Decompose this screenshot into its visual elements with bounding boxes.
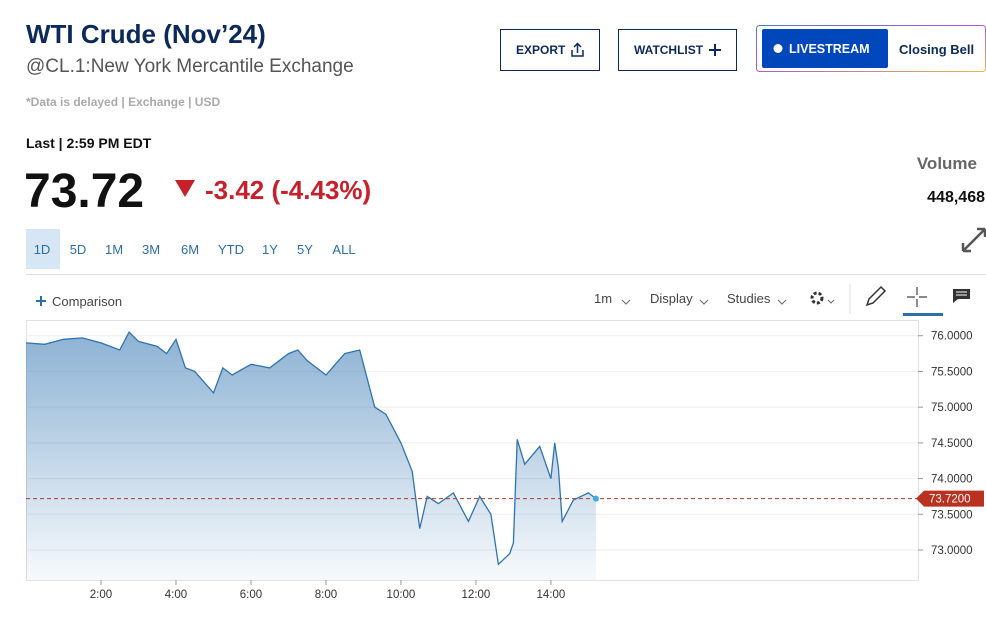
- range-tab[interactable]: 1Y: [262, 242, 278, 257]
- button-frame: [762, 29, 888, 68]
- button-label: LIVESTREAM: [789, 42, 870, 56]
- range-tab[interactable]: 6M: [181, 242, 199, 257]
- price-line: [25, 331, 597, 566]
- interval[interactable]: 1m: [594, 291, 612, 306]
- range-selected: [26, 229, 60, 269]
- chevron: [621, 299, 631, 305]
- last-price-label: 73.7200: [929, 494, 971, 506]
- y-tick-label: 76.0000: [931, 331, 973, 343]
- x-tick-label: 6:00: [240, 589, 262, 601]
- comment-lines: [956, 291, 967, 296]
- range-tab[interactable]: 5D: [70, 242, 87, 257]
- last-price-tag: [916, 490, 984, 507]
- x-tick-label: 4:00: [165, 589, 187, 601]
- down-arrow: [175, 180, 195, 197]
- range-tab[interactable]: YTD: [218, 242, 244, 257]
- area-fill: [26, 332, 596, 580]
- active-tab: [903, 313, 943, 316]
- live-dot: [773, 44, 783, 53]
- y-tick-label: 75.0000: [931, 402, 973, 414]
- y-tick-label: 74.5000: [931, 438, 973, 450]
- button-label: WATCHLIST: [634, 43, 704, 57]
- crosshair-icon[interactable]: [907, 287, 927, 307]
- icon: [571, 42, 584, 57]
- x-tick-label: 8:00: [315, 589, 337, 601]
- icon: [709, 44, 721, 56]
- y-tick-label: 75.5000: [931, 366, 973, 378]
- export-button[interactable]: EXPORT: [500, 29, 600, 71]
- plus-icon: [36, 296, 46, 306]
- comparison[interactable]: Comparison: [52, 294, 122, 309]
- subtitle: @CL.1:New York Mercantile Exchange: [26, 56, 354, 77]
- expand-icon[interactable]: [961, 227, 986, 253]
- range-tab[interactable]: 5Y: [297, 242, 313, 257]
- volume-label: Volume: [917, 154, 977, 173]
- chevron: [827, 299, 835, 304]
- range-tab[interactable]: 1M: [105, 242, 123, 257]
- last-label: Last | 2:59 PM EDT: [26, 135, 152, 151]
- range-tab[interactable]: 1D: [34, 242, 51, 257]
- chart: 73.0000 73.5000 74.0000 74.5000 75.0000 75.50…: [25, 320, 984, 601]
- note: *Data is delayed | Exchange | USD: [26, 95, 220, 109]
- price: 73.72: [24, 165, 144, 218]
- x-tick-label: 2:00: [90, 589, 112, 601]
- change: -3.42 (-4.43%): [205, 175, 371, 205]
- range-tab[interactable]: ALL: [332, 242, 355, 257]
- chevron: [699, 299, 709, 305]
- y-tick-label: 74.0000: [931, 474, 973, 486]
- x-tick-label: 12:00: [462, 589, 491, 601]
- last-point: [592, 495, 599, 502]
- x-tick-label: 14:00: [537, 589, 566, 601]
- closing-bell[interactable]: Closing Bell: [899, 42, 974, 57]
- pencil-icon[interactable]: [865, 285, 887, 307]
- range-tab[interactable]: 3M: [142, 242, 160, 257]
- chevron: [777, 299, 787, 305]
- display[interactable]: Display: [650, 291, 693, 306]
- watchlist-button[interactable]: WATCHLIST: [618, 29, 737, 71]
- y-tick-label: 73.5000: [931, 509, 973, 521]
- title: WTI Crude (Nov’24): [26, 19, 266, 49]
- x-tick-label: 10:00: [387, 589, 416, 601]
- comment-icon[interactable]: [953, 289, 970, 303]
- livestream-button[interactable]: LIVESTREAM: [762, 29, 888, 68]
- gear-icon[interactable]: [810, 291, 824, 305]
- volume: 448,468: [927, 189, 985, 206]
- studies[interactable]: Studies: [727, 291, 771, 306]
- button-label: EXPORT: [516, 43, 566, 57]
- y-tick-label: 73.0000: [931, 545, 973, 557]
